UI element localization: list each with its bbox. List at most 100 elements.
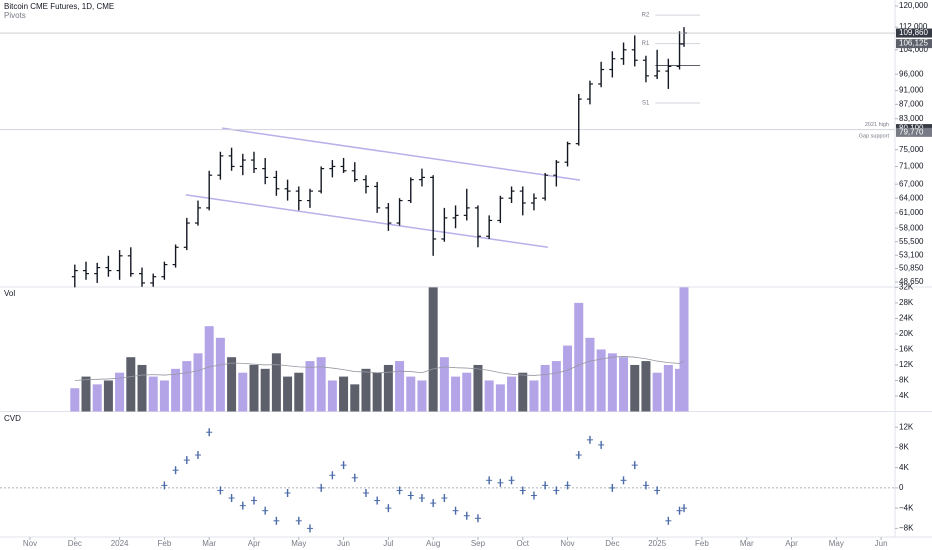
x-tick-label: Oct — [517, 539, 530, 548]
volume-bar — [585, 337, 595, 412]
volume-bar — [563, 345, 573, 412]
x-tick-label: Nov — [23, 539, 37, 548]
x-tick-label: 2025 — [648, 539, 666, 548]
volume-bar — [171, 368, 181, 412]
volume-bar — [574, 302, 584, 412]
volume-bar — [260, 368, 270, 412]
volume-bar — [406, 376, 416, 412]
y-tick-label: 104,000 — [899, 45, 928, 54]
x-tick-label: Nov — [560, 539, 574, 548]
y-tick-label: 61,000 — [899, 208, 924, 217]
volume-bar — [238, 372, 248, 412]
pivot-name: S1 — [642, 101, 650, 107]
y-tick-label: 71,000 — [899, 162, 924, 171]
x-tick-label: Apr — [785, 539, 798, 548]
volume-bar — [215, 337, 225, 412]
x-tick-label: May — [291, 539, 306, 548]
volume-bar — [316, 357, 326, 412]
level-box — [896, 127, 932, 137]
volume-bar — [439, 357, 449, 412]
volume-bar — [339, 376, 349, 412]
x-tick-label: Feb — [157, 539, 171, 548]
y-tick-label: 120,000 — [899, 1, 928, 10]
volume-bar — [663, 364, 673, 412]
volume-bar — [428, 287, 438, 412]
volume-bar — [619, 357, 629, 412]
volume-bar — [518, 372, 528, 412]
volume-bar — [305, 361, 315, 412]
y-tick-label: 48,650 — [899, 277, 924, 286]
y-tick-label: 8K — [899, 443, 909, 452]
volume-bar — [540, 364, 550, 412]
volume-bar — [92, 384, 102, 412]
volume-bar — [395, 361, 405, 412]
y-tick-label: 58,000 — [899, 223, 924, 232]
volume-bar — [641, 361, 651, 412]
y-tick-label: 91,000 — [899, 86, 924, 95]
volume-bar — [294, 372, 304, 412]
pivot-label: 106,125 — [899, 39, 928, 48]
volume-bar — [204, 326, 214, 412]
x-tick-label: Mar — [740, 539, 754, 548]
x-tick-label: Jun — [337, 539, 350, 548]
y-tick-label: 67,000 — [899, 179, 924, 188]
volume-bar — [507, 376, 517, 412]
y-tick-label: 12K — [899, 360, 914, 369]
volume-bar — [495, 384, 505, 412]
level-name: 2021 high — [865, 122, 889, 128]
volume-bar — [451, 376, 461, 412]
volume-bar — [473, 364, 483, 412]
y-tick-label: 8K — [899, 376, 909, 385]
volume-bar — [115, 372, 125, 412]
volume-bar — [148, 376, 158, 412]
volume-bar — [271, 353, 281, 412]
pivot-name: R1 — [642, 41, 650, 47]
last-price-box — [896, 28, 932, 38]
y-tick-label: 112,000 — [899, 22, 928, 31]
y-tick-label: −4K — [899, 503, 914, 512]
y-tick-label: 4K — [899, 463, 909, 472]
channel-line — [185, 194, 548, 249]
y-tick-label: 12K — [899, 422, 914, 431]
volume-bar — [182, 361, 192, 412]
y-tick-label: 64,000 — [899, 193, 924, 202]
channel-line — [222, 127, 581, 181]
level-label: 79,770 — [899, 127, 924, 136]
x-tick-label: Dec — [605, 539, 619, 548]
y-tick-label: −8K — [899, 524, 914, 533]
level-name: Gap support — [859, 133, 890, 139]
volume-bar — [70, 388, 80, 412]
y-tick-label: 32K — [899, 282, 914, 291]
x-tick-label: Aug — [426, 539, 440, 548]
volume-bar — [283, 376, 293, 412]
last-price-label: 109,860 — [899, 28, 928, 37]
y-tick-label: 75,000 — [899, 145, 924, 154]
pane-title: CVD — [4, 414, 21, 423]
volume-bar — [103, 380, 113, 412]
y-tick-label: 24K — [899, 314, 914, 323]
x-tick-label: May — [829, 539, 844, 548]
volume-bar — [361, 368, 371, 412]
y-tick-label: 96,000 — [899, 69, 924, 78]
y-tick-label: 28K — [899, 298, 914, 307]
x-tick-label: Feb — [695, 539, 709, 548]
volume-bar — [462, 372, 472, 412]
volume-bar — [193, 353, 203, 412]
volume-bar — [679, 287, 689, 412]
chart-title: Bitcoin CME Futures, 1D, CME — [4, 2, 114, 11]
x-tick-label: Apr — [248, 539, 261, 548]
y-tick-label: 0 — [899, 483, 904, 492]
volume-ma — [74, 356, 685, 381]
volume-bar — [126, 357, 136, 412]
y-tick-label: 50,850 — [899, 264, 924, 273]
volume-bar — [652, 372, 662, 412]
volume-bar — [350, 384, 360, 412]
x-tick-label: Sep — [471, 539, 486, 548]
y-tick-label: 4K — [899, 391, 909, 400]
volume-bar — [607, 353, 617, 412]
volume-bar — [327, 380, 337, 412]
y-tick-label: 16K — [899, 345, 914, 354]
volume-bar — [383, 364, 393, 412]
